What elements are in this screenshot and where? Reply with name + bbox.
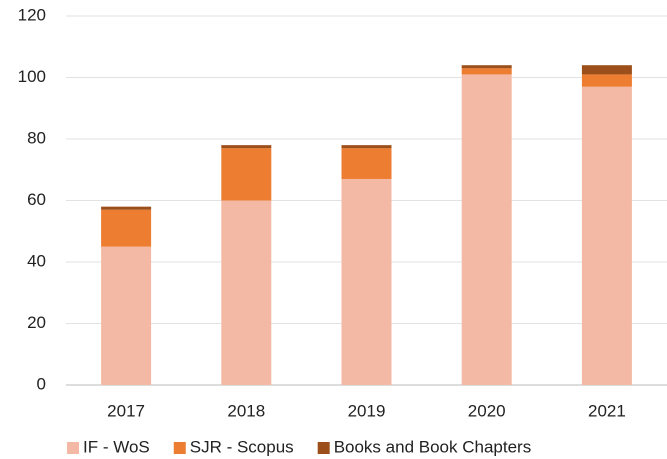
bar-segment [341,148,392,179]
bar-segment [461,74,512,386]
legend-label: Books and Book Chapters [334,437,532,456]
bar-segment [221,148,272,201]
legend-swatch [67,442,79,454]
bar-segment [221,200,272,385]
legend-label: IF - WoS [83,437,150,456]
y-tick-label: 120 [18,5,46,24]
y-tick-label: 60 [27,190,46,209]
bar-segment [101,209,152,247]
y-tick-label: 20 [27,313,46,332]
bar-segment [581,86,632,385]
x-tick-label: 2018 [227,401,265,420]
legend-swatch [317,442,330,454]
bar-segment [101,246,152,385]
y-tick-label: 40 [27,251,46,270]
x-tick-label: 2020 [468,401,506,420]
y-tick-label: 100 [18,67,46,86]
legend-swatch [173,442,186,454]
bar-segment [461,65,512,69]
bar-segment [461,68,512,75]
bar-segment [221,145,272,149]
bar-segment [341,178,392,385]
bar-segment [101,206,152,210]
bar-segment [341,145,392,149]
y-tick-label: 0 [37,374,46,393]
y-tick-label: 80 [27,128,46,147]
x-tick-label: 2017 [107,401,145,420]
bar-segment [581,74,632,87]
legend-label: SJR - Scopus [190,437,294,456]
x-tick-label: 2019 [348,401,386,420]
x-tick-label: 2021 [588,401,626,420]
bar-segment [581,65,632,75]
